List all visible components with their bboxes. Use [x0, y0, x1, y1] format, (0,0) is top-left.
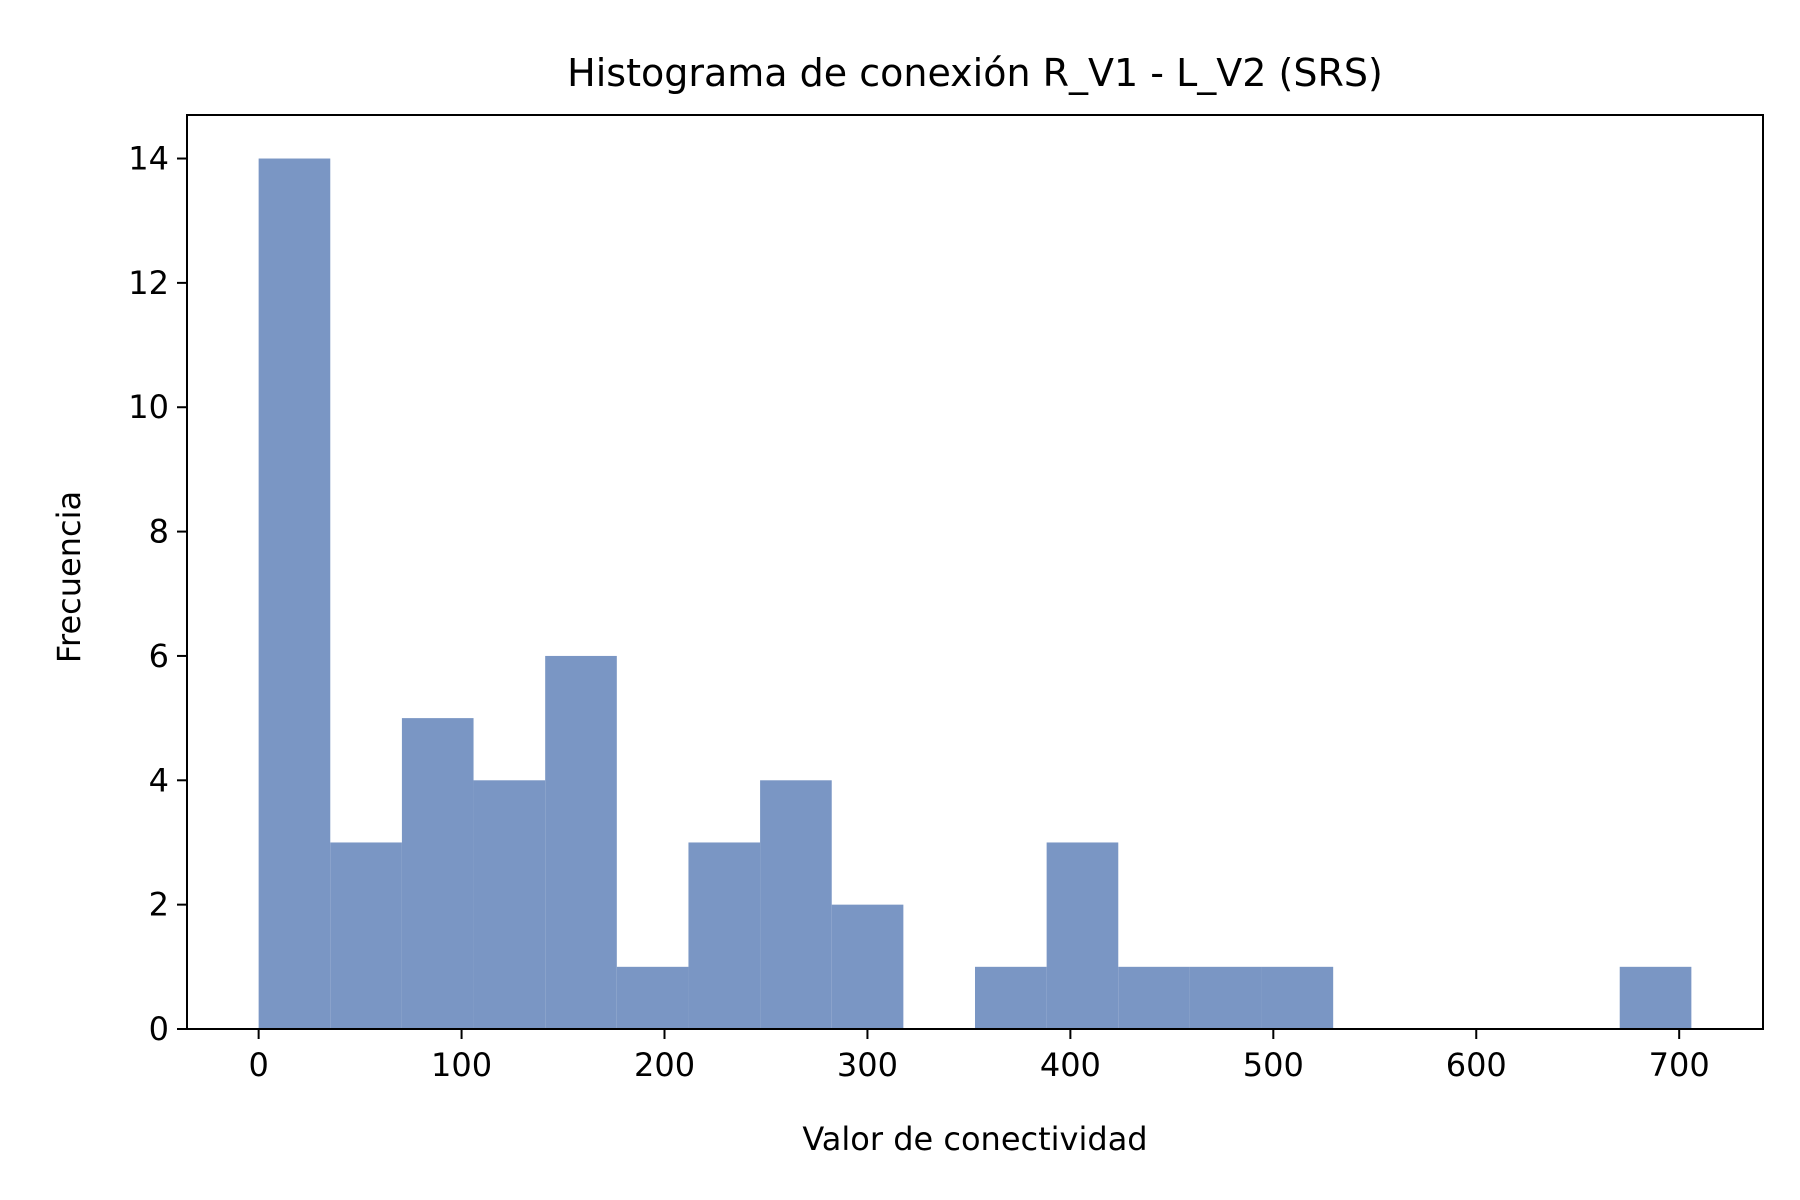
- histogram-bar: [330, 842, 402, 1029]
- y-tick-label: 8: [149, 513, 169, 551]
- histogram-bar: [473, 780, 546, 1029]
- y-tick-label: 4: [149, 761, 169, 799]
- plot-frame: [186, 114, 1764, 1030]
- histogram-bar: [1189, 966, 1262, 1029]
- x-axis-ticks: 0 100 200 300 400 500 600 700: [248, 1029, 1710, 1084]
- histogram-bar: [401, 718, 474, 1029]
- histogram-bar: [1046, 842, 1119, 1029]
- histogram-bar: [1118, 966, 1190, 1029]
- y-tick-label: 2: [149, 886, 169, 924]
- histogram-bar: [760, 780, 832, 1029]
- histogram-bar: [975, 966, 1047, 1029]
- y-tick-label: 12: [128, 264, 169, 302]
- x-tick-label: 0: [248, 1046, 268, 1084]
- x-tick-label: 300: [837, 1046, 898, 1084]
- histogram-bar: [1261, 966, 1334, 1029]
- x-tick-label: 600: [1446, 1046, 1507, 1084]
- x-axis-label: Valor de conectividad: [802, 1120, 1147, 1158]
- histogram-bar: [831, 904, 904, 1029]
- histogram-bar: [1619, 966, 1692, 1029]
- y-tick-label: 6: [149, 637, 169, 675]
- histogram-bar: [688, 842, 761, 1029]
- x-tick-label: 200: [634, 1046, 695, 1084]
- x-tick-label: 700: [1649, 1046, 1710, 1084]
- x-tick-label: 100: [431, 1046, 492, 1084]
- histogram-bar: [258, 158, 331, 1029]
- y-axis-ticks: 0 2 4 6 8 10 12 14: [128, 140, 187, 1048]
- y-tick-label: 0: [149, 1010, 169, 1048]
- bars-group: [258, 158, 1692, 1029]
- chart-title: Histograma de conexión R_V1 - L_V2 (SRS): [567, 51, 1383, 95]
- y-tick-label: 14: [128, 140, 169, 178]
- x-tick-label: 400: [1040, 1046, 1101, 1084]
- histogram-bar: [616, 966, 689, 1029]
- y-axis-label: Frecuencia: [50, 491, 88, 663]
- histogram-bar: [545, 655, 617, 1029]
- y-tick-label: 10: [128, 388, 169, 426]
- x-tick-label: 500: [1243, 1046, 1304, 1084]
